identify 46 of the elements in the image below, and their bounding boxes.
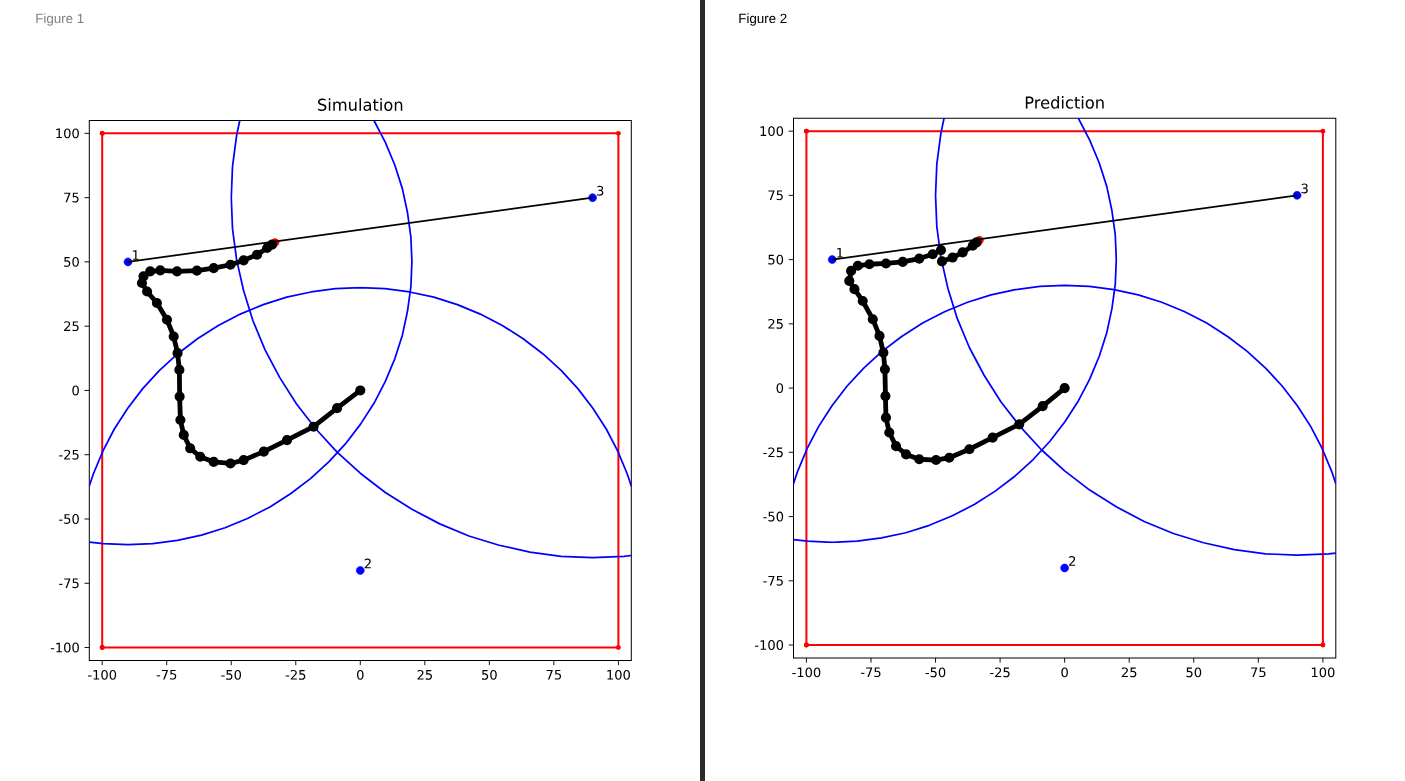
y-tick-label: 100 — [56, 128, 79, 139]
y-tick-label: 25 — [64, 321, 79, 332]
x-tick-label: 25 — [417, 669, 432, 680]
y-tick-label: -100 — [50, 642, 79, 653]
y-tick-label: 50 — [64, 256, 79, 267]
y-tick-label: -75 — [59, 578, 79, 589]
x-tick-label: 0 — [357, 669, 364, 680]
x-tick-label: -100 — [792, 667, 821, 678]
x-tick-label: -25 — [285, 669, 306, 680]
x-tick-label: -100 — [88, 669, 117, 680]
x-tick-label: 0 — [1061, 667, 1068, 678]
chart-title: Prediction — [1025, 96, 1104, 109]
y-tick-label: 75 — [768, 190, 783, 201]
y-tick-label: 0 — [776, 383, 784, 394]
chart-title: Simulation — [318, 98, 403, 111]
annotation: 3 — [1301, 183, 1308, 194]
x-tick-label: 100 — [607, 669, 630, 680]
annotation: 2 — [364, 558, 371, 569]
y-tick-label: -100 — [754, 640, 784, 650]
x-tick-label: 50 — [482, 669, 497, 680]
annotation: 1 — [837, 247, 843, 258]
y-tick-label: 75 — [64, 192, 79, 203]
x-tick-label: 100 — [1311, 667, 1335, 678]
x-tick-label: -75 — [860, 667, 881, 678]
y-tick-label: -25 — [763, 447, 783, 458]
y-tick-label: -25 — [59, 449, 79, 460]
y-tick-label: 0 — [72, 385, 79, 396]
x-tick-label: 25 — [1121, 667, 1137, 678]
x-tick-label: -50 — [221, 669, 242, 680]
y-tick-label: -75 — [763, 575, 783, 586]
x-tick-label: 50 — [1186, 667, 1202, 678]
x-tick-label: -75 — [156, 669, 177, 680]
x-tick-label: -25 — [990, 667, 1010, 678]
y-tick-label: 25 — [768, 318, 783, 329]
y-tick-label: 100 — [760, 126, 784, 137]
x-tick-label: 75 — [1251, 667, 1266, 678]
annotation: 1 — [132, 250, 139, 260]
x-tick-label: 75 — [546, 669, 562, 680]
annotation: 2 — [1069, 556, 1076, 566]
annotation: 3 — [597, 185, 604, 196]
x-tick-label: -50 — [925, 667, 946, 678]
caption: Figure 1 — [36, 13, 84, 26]
caption: Figure 2 — [739, 13, 787, 26]
y-tick-label: 50 — [768, 254, 784, 265]
y-tick-label: -50 — [763, 511, 784, 522]
y-tick-label: -50 — [59, 514, 79, 524]
